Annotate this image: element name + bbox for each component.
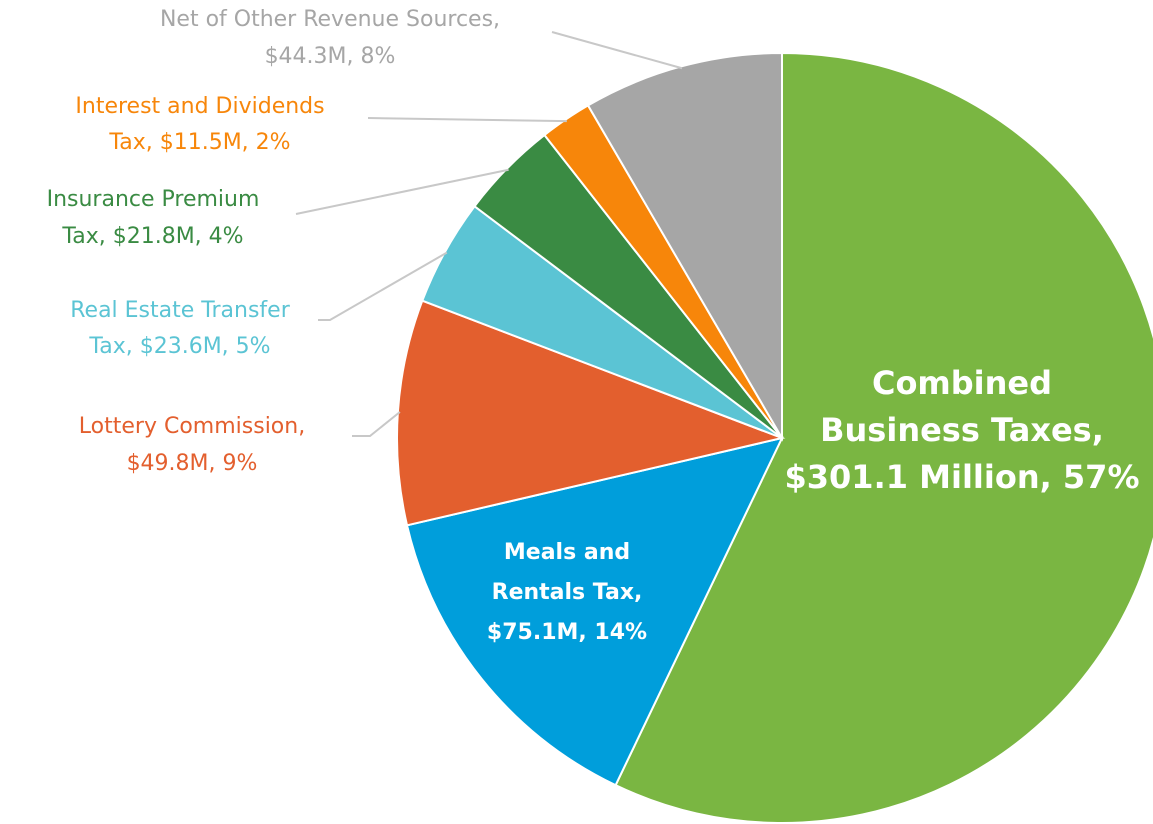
slice-label: Meals and: [504, 540, 630, 565]
pie-slice: [586, 51, 783, 442]
slice-label: Real Estate Transfer: [70, 298, 290, 323]
slice-label: $44.3M, 8%: [265, 44, 396, 69]
leader-line: [551, 31, 683, 70]
slice-label: $301.1 Million, 57%: [785, 458, 1140, 496]
slice-label: Insurance Premium: [47, 187, 260, 212]
slice-label: $49.8M, 9%: [127, 451, 258, 476]
slice-label: Tax, $21.8M, 4%: [61, 224, 243, 249]
slice-label: Combined: [872, 364, 1052, 402]
pie-slice: [614, 51, 1153, 824]
pie-slice: [396, 299, 786, 527]
slice-label: Rentals Tax,: [492, 580, 643, 605]
leader-line: [352, 411, 401, 437]
slice-label: Interest and Dividends: [75, 94, 324, 119]
slice-label: Tax, $11.5M, 2%: [108, 130, 290, 155]
slice-label: $75.1M, 14%: [487, 620, 647, 645]
slice-label: Business Taxes,: [820, 411, 1104, 449]
pie-slice: [405, 436, 784, 787]
slice-label: Lottery Commission,: [79, 414, 305, 439]
leader-line: [295, 168, 509, 215]
leader-line: [318, 251, 448, 321]
slice-label: Net of Other Revenue Sources,: [160, 7, 500, 32]
leader-line: [367, 117, 567, 123]
slice-label: Tax, $23.6M, 5%: [88, 334, 270, 359]
